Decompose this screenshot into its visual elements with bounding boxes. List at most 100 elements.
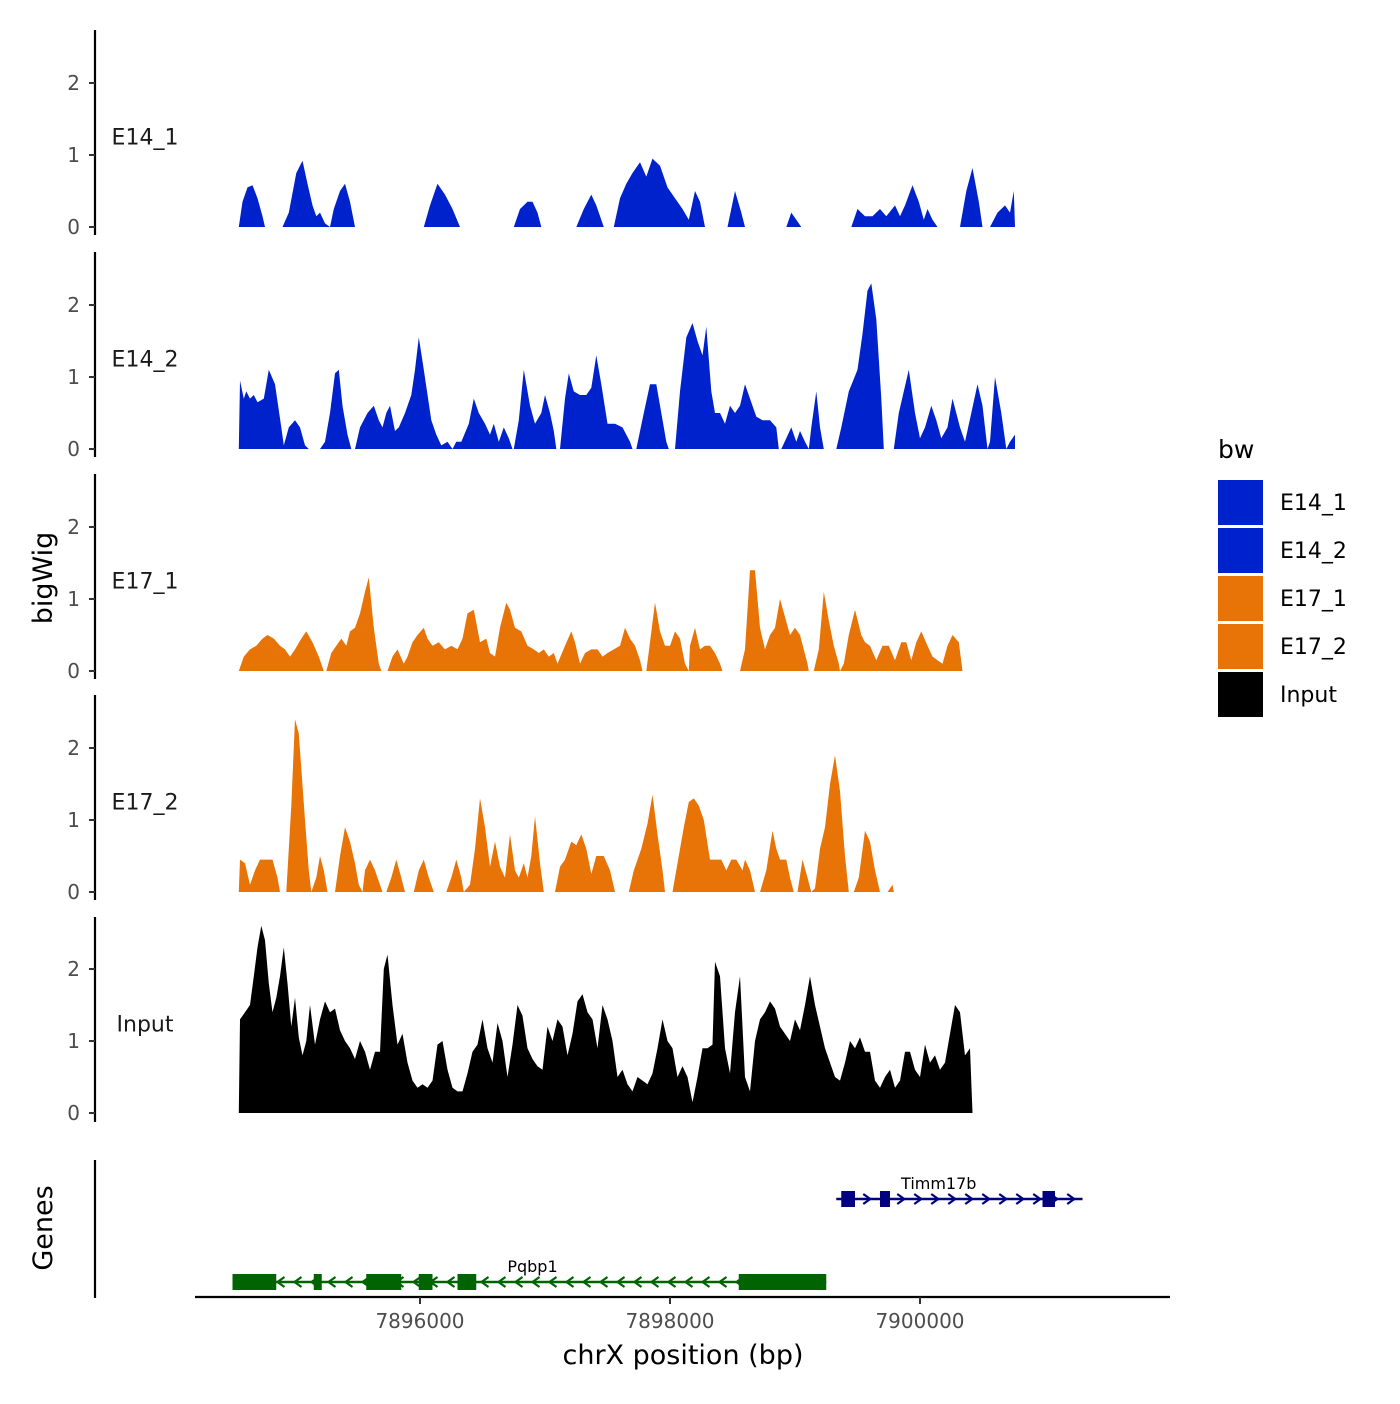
y-tick-label: 2 xyxy=(67,957,80,981)
strand-arrow xyxy=(632,1276,643,1288)
y-axis-title: bigWig xyxy=(28,532,59,625)
strand-arrow xyxy=(1066,1193,1077,1205)
exon xyxy=(457,1274,477,1290)
y-tick-label: 2 xyxy=(67,736,80,760)
legend-swatch xyxy=(1218,672,1263,717)
strand-arrow xyxy=(700,1276,711,1288)
track-panels: 0 1 2 E14_1 0 1 2 E14_2 0 1 2 E17_1 0 1 2 E17_2 0 1 2 Input xyxy=(67,30,1016,1125)
genes-axis-title: Genes xyxy=(28,1185,59,1270)
track-e17-1: 0 1 2 E17_1 xyxy=(67,474,963,683)
strand-arrow xyxy=(717,1276,728,1288)
x-tick-label: 7896000 xyxy=(375,1309,464,1333)
exon xyxy=(313,1274,322,1290)
strand-arrow xyxy=(479,1276,490,1288)
signal-area-e17-1 xyxy=(238,570,963,671)
gene-track: Pqbp1 Timm17b xyxy=(93,1160,1083,1298)
strand-arrow xyxy=(445,1276,456,1288)
track-e14-1: 0 1 2 E14_1 xyxy=(67,30,1016,239)
strand-arrow xyxy=(564,1276,575,1288)
strand-arrow xyxy=(496,1276,507,1288)
strand-arrow xyxy=(930,1193,941,1205)
strand-arrow xyxy=(547,1276,558,1288)
gene-timm17b: Timm17b xyxy=(836,1174,1083,1207)
strand-arrow xyxy=(862,1193,873,1205)
track-label: E17_1 xyxy=(112,570,179,595)
legend-label: Input xyxy=(1280,683,1337,708)
strand-arrow xyxy=(649,1276,660,1288)
track-label: E17_2 xyxy=(112,791,179,816)
legend-item-e17-2: E17_2 xyxy=(1218,624,1347,669)
strand-arrow xyxy=(1032,1193,1043,1205)
legend-swatch xyxy=(1218,576,1263,621)
strand-arrow xyxy=(1015,1193,1026,1205)
legend-item-e14-2: E14_2 xyxy=(1218,528,1347,573)
legend-swatch xyxy=(1218,480,1263,525)
legend-label: E14_2 xyxy=(1280,539,1347,564)
strand-arrow xyxy=(513,1276,524,1288)
y-tick-label: 0 xyxy=(67,437,80,461)
strand-arrow xyxy=(343,1276,354,1288)
strand-arrow xyxy=(896,1193,907,1205)
strand-arrow xyxy=(411,1276,422,1288)
track-e14-2: 0 1 2 E14_2 xyxy=(67,252,1016,461)
legend-title: bw xyxy=(1218,435,1254,464)
legend-label: E17_1 xyxy=(1280,587,1347,612)
legend-swatch xyxy=(1218,624,1263,669)
exon xyxy=(232,1274,277,1290)
strand-arrow xyxy=(666,1276,677,1288)
legend: bw E14_1 E14_2 E17_1 E17_2 Input xyxy=(1218,435,1347,717)
strand-arrow xyxy=(947,1193,958,1205)
strand-arrow xyxy=(913,1193,924,1205)
exon xyxy=(1042,1191,1055,1207)
gene-label: Timm17b xyxy=(900,1174,976,1193)
legend-item-input: Input xyxy=(1218,672,1337,717)
exon xyxy=(841,1191,855,1207)
track-e17-2: 0 1 2 E17_2 xyxy=(67,695,894,904)
y-tick-label: 1 xyxy=(67,1029,80,1053)
x-axis: 7896000 7898000 7900000 xyxy=(195,1295,1170,1333)
y-tick-label: 2 xyxy=(67,71,80,95)
signal-area-e14-2 xyxy=(238,283,1016,449)
legend-label: E17_2 xyxy=(1280,635,1347,660)
legend-item-e14-1: E14_1 xyxy=(1218,480,1347,525)
strand-arrow xyxy=(275,1276,286,1288)
track-input: 0 1 2 Input xyxy=(67,917,973,1125)
exon xyxy=(418,1274,433,1290)
strand-arrow xyxy=(981,1193,992,1205)
strand-arrow xyxy=(998,1193,1009,1205)
strand-arrow xyxy=(598,1276,609,1288)
signal-area-e14-1 xyxy=(238,158,1016,227)
strand-arrow xyxy=(292,1276,303,1288)
gene-label: Pqbp1 xyxy=(507,1257,557,1276)
strand-arrow xyxy=(530,1276,541,1288)
gene-pqbp1: Pqbp1 xyxy=(232,1257,827,1290)
strand-arrow xyxy=(581,1276,592,1288)
y-tick-label: 1 xyxy=(67,365,80,389)
y-tick-label: 1 xyxy=(67,143,80,167)
legend-item-e17-1: E17_1 xyxy=(1218,576,1347,621)
strand-arrow xyxy=(615,1276,626,1288)
track-label: E14_1 xyxy=(112,126,179,151)
strand-arrow xyxy=(326,1276,337,1288)
y-tick-label: 0 xyxy=(67,659,80,683)
y-tick-label: 1 xyxy=(67,587,80,611)
y-tick-label: 0 xyxy=(67,1101,80,1125)
y-tick-label: 1 xyxy=(67,808,80,832)
x-axis-title: chrX position (bp) xyxy=(562,1340,803,1371)
track-label: Input xyxy=(117,1013,174,1038)
x-tick-label: 7898000 xyxy=(625,1309,714,1333)
y-tick-label: 0 xyxy=(67,880,80,904)
exon xyxy=(366,1274,402,1290)
x-tick-label: 7900000 xyxy=(875,1309,964,1333)
legend-label: E14_1 xyxy=(1280,491,1347,516)
exon xyxy=(738,1274,827,1290)
y-tick-label: 0 xyxy=(67,215,80,239)
strand-arrow xyxy=(683,1276,694,1288)
track-label: E14_2 xyxy=(112,348,179,373)
strand-arrow xyxy=(964,1193,975,1205)
signal-area-e17-2 xyxy=(238,719,894,892)
exon xyxy=(880,1191,890,1207)
y-tick-label: 2 xyxy=(67,515,80,539)
